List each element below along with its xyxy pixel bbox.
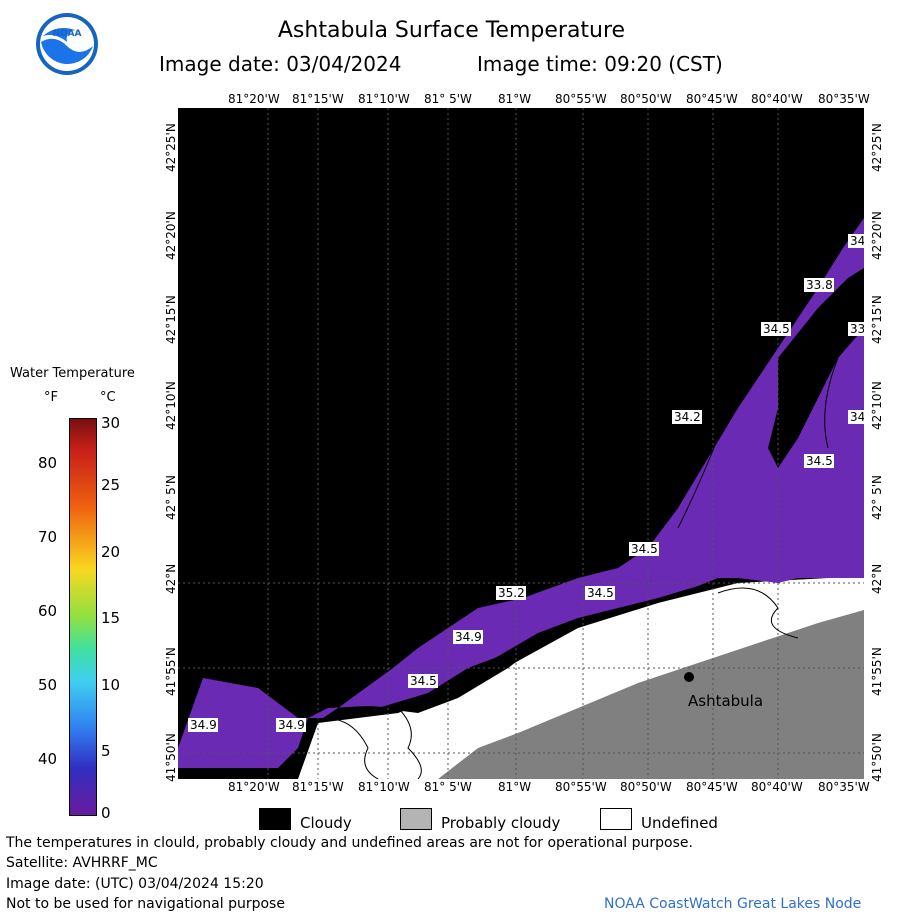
- lon-tick-label: 81°20'W: [228, 92, 280, 106]
- probably-cloudy-label: Probably cloudy: [441, 814, 561, 832]
- image-time: Image time: 09:20 (CST): [477, 52, 723, 76]
- lon-tick-label: 81° 5'W: [424, 92, 472, 106]
- legend-f-tick: 50: [38, 676, 58, 694]
- footer-utc-date: Image date: (UTC) 03/04/2024 15:20: [6, 876, 264, 892]
- legend-c-tick: 25: [101, 476, 121, 494]
- cloudy-swatch: [259, 808, 291, 830]
- legend-unit-f: °F: [44, 390, 58, 405]
- lon-tick-label: 80°55'W: [555, 92, 607, 106]
- graticule: [178, 108, 864, 779]
- temperature-map: Ashtabula 34.9 34.9 34.5 34.9 35.2 34.5 …: [178, 108, 864, 779]
- noaa-logo: NOAA: [36, 13, 98, 75]
- legend-f-tick: 40: [38, 750, 58, 768]
- legend-c-tick: 5: [101, 742, 111, 760]
- lon-tick-label: 80°40'W: [751, 780, 803, 794]
- legend-f-tick: 70: [38, 528, 58, 546]
- lon-tick-label: 81°W: [498, 780, 532, 794]
- lon-tick-label: 80°45'W: [686, 780, 738, 794]
- city-label: Ashtabula: [688, 692, 763, 710]
- svg-text:34.5: 34.5: [806, 454, 833, 468]
- lat-tick-label: 41°55'N: [870, 647, 884, 696]
- legend-f-tick: 60: [38, 602, 58, 620]
- lon-tick-label: 81°10'W: [358, 92, 410, 106]
- lat-tick-label: 42°20'N: [164, 211, 178, 260]
- lat-tick-label: 42°N: [870, 563, 884, 594]
- lat-tick-label: 41°50'N: [164, 733, 178, 782]
- footer-disclaimer: The temperatures in clould, probably clo…: [6, 835, 693, 851]
- lat-tick-label: 42° 5'N: [870, 475, 884, 520]
- image-date: Image date: 03/04/2024: [159, 52, 402, 76]
- footer-satellite: Satellite: AVHRRF_MC: [6, 855, 158, 871]
- lon-tick-label: 81°15'W: [292, 780, 344, 794]
- svg-text:33: 33: [850, 322, 864, 336]
- lat-tick-label: 42°10'N: [164, 381, 178, 430]
- svg-text:34.5: 34.5: [631, 542, 658, 556]
- lat-tick-label: 42°15'N: [164, 295, 178, 344]
- lon-tick-label: 81°15'W: [292, 92, 344, 106]
- lon-tick-label: 81° 5'W: [424, 780, 472, 794]
- lat-tick-label: 42°15'N: [870, 295, 884, 344]
- cloudy-label: Cloudy: [300, 814, 352, 832]
- lon-tick-label: 80°55'W: [555, 780, 607, 794]
- svg-text:35.2: 35.2: [498, 586, 525, 600]
- lat-tick-label: 42°N: [164, 563, 178, 594]
- footer-node: NOAA CoastWatch Great Lakes Node: [604, 896, 862, 912]
- svg-text:34.9: 34.9: [190, 718, 217, 732]
- legend-c-tick: 15: [101, 609, 121, 627]
- lat-tick-label: 42° 5'N: [164, 475, 178, 520]
- svg-text:34.5: 34.5: [763, 322, 790, 336]
- lon-tick-label: 80°40'W: [751, 92, 803, 106]
- lat-tick-label: 42°20'N: [870, 211, 884, 260]
- legend-color-bar: [69, 418, 97, 816]
- lat-tick-label: 42°25'N: [870, 123, 884, 172]
- probably-cloudy-swatch: [400, 808, 432, 830]
- svg-text:34.2: 34.2: [674, 410, 701, 424]
- legend-f-tick: 80: [38, 454, 58, 472]
- svg-text:34.5: 34.5: [587, 586, 614, 600]
- undefined-swatch: [600, 808, 632, 830]
- land-area: [438, 610, 864, 779]
- legend-c-tick: 30: [101, 414, 121, 432]
- legend-unit-c: °C: [100, 390, 116, 405]
- contour-label-group: 34.9 34.9 34.5 34.9 35.2 34.5 34.5 34.2 …: [188, 234, 864, 732]
- legend-title: Water Temperature: [10, 366, 135, 381]
- lat-tick-label: 42°10'N: [870, 381, 884, 430]
- svg-text:NOAA: NOAA: [53, 29, 82, 39]
- lon-tick-label: 80°45'W: [686, 92, 738, 106]
- lon-tick-label: 81°W: [498, 92, 532, 106]
- lon-tick-label: 81°20'W: [228, 780, 280, 794]
- svg-text:34.9: 34.9: [278, 718, 305, 732]
- lat-tick-label: 42°25'N: [164, 123, 178, 172]
- lat-tick-label: 41°55'N: [164, 647, 178, 696]
- water-band-shore: [178, 218, 864, 768]
- svg-text:34: 34: [850, 234, 864, 248]
- footer-navigation-note: Not to be used for navigational purpose: [6, 896, 285, 912]
- lon-tick-label: 81°10'W: [358, 780, 410, 794]
- lon-tick-label: 80°35'W: [818, 92, 870, 106]
- chart-title: Ashtabula Surface Temperature: [277, 18, 626, 43]
- svg-text:33.8: 33.8: [806, 278, 833, 292]
- lon-tick-label: 80°50'W: [620, 780, 672, 794]
- legend-c-tick: 20: [101, 543, 121, 561]
- svg-text:34: 34: [850, 410, 864, 424]
- legend-c-tick: 0: [101, 804, 111, 822]
- svg-text:34.5: 34.5: [410, 674, 437, 688]
- lat-tick-label: 41°50'N: [870, 733, 884, 782]
- lon-tick-label: 80°50'W: [620, 92, 672, 106]
- legend-c-tick: 10: [101, 676, 121, 694]
- undefined-label: Undefined: [641, 814, 718, 832]
- contours: [307, 357, 839, 779]
- city-marker: [684, 672, 694, 682]
- svg-text:34.9: 34.9: [455, 630, 482, 644]
- lon-tick-label: 80°35'W: [818, 780, 870, 794]
